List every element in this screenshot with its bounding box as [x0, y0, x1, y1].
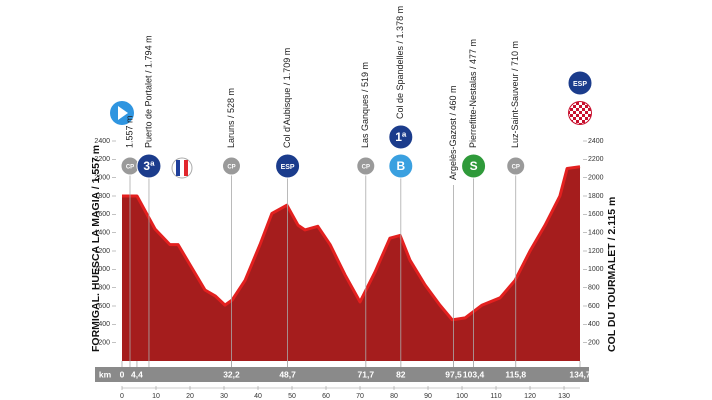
y-tick-label: 1000 [588, 266, 604, 273]
badge [136, 153, 162, 179]
badge-text: ESP [573, 81, 587, 88]
y-tick-label: 1600 [94, 211, 110, 218]
y-tick-label: 1800 [588, 193, 604, 200]
badge [275, 153, 301, 179]
x-tick-label: 50 [288, 393, 296, 400]
x-tick-label: 30 [220, 393, 228, 400]
km-mark-label: 115,8 [505, 369, 526, 379]
km-strip [95, 367, 589, 382]
y-tick-label: 1400 [588, 230, 604, 237]
base-layer: 200 200 400 400 600 600 800 800 1000 1000 1200 1200… [94, 138, 604, 390]
start-label: FORMIGAL. HUESCA LA MAGIA / 1.557 m [90, 145, 102, 352]
badge [506, 156, 526, 176]
x-tick-label: 80 [390, 393, 398, 400]
km-mark-label: 4,4 [131, 369, 143, 379]
x-tick-label: 110 [490, 393, 501, 400]
x-tick-label: 120 [524, 393, 536, 400]
y-tick-label: 2400 [94, 138, 110, 145]
badge [567, 70, 593, 96]
y-tick-label: 2000 [94, 175, 110, 182]
y-tick-label: 2400 [588, 138, 604, 145]
km-mark-label: 0 [120, 369, 125, 379]
km-mark-label: 103,4 [463, 369, 485, 379]
y-tick-label: 800 [588, 285, 600, 292]
km-mark-label: 48,7 [279, 369, 296, 379]
y-tick-label: 400 [588, 321, 600, 328]
y-tick-label: 200 [588, 340, 600, 347]
y-tick-label: 400 [98, 321, 110, 328]
y-tick-label: 800 [98, 285, 110, 292]
x-tick-label: 0 [120, 393, 124, 400]
finish-label: COL DU TOURMALET / 2.115 m [606, 197, 618, 352]
km-mark-label: 32,2 [223, 369, 240, 379]
badge-text: 3ª [143, 159, 155, 173]
y-tick-label: 2200 [94, 156, 110, 163]
poi-label: Luz-Saint-Sauveur / 710 m [510, 41, 520, 148]
x-tick-label: 20 [186, 393, 194, 400]
y-tick-label: 600 [588, 303, 600, 310]
poi-label: Col de Spandelles / 1.378 m [395, 6, 405, 119]
x-tick-label: 10 [152, 393, 160, 400]
badge-text: ESP [281, 164, 295, 171]
poi-label: Col d'Aubisque / 1.709 m [282, 48, 292, 148]
finish-icon [568, 101, 592, 125]
x-tick-label: 60 [322, 393, 330, 400]
badge [221, 156, 241, 176]
badge [356, 156, 376, 176]
y-tick-label: 1200 [94, 248, 110, 255]
poi-label: Argelès-Gazost / 460 m [448, 85, 458, 180]
x-tick-label: 40 [254, 393, 262, 400]
badge-text: CP [227, 165, 235, 171]
badge [388, 153, 414, 179]
x-tick-label: 100 [456, 393, 468, 400]
y-tick-label: 2200 [588, 156, 604, 163]
km-mark-label: 97,5 [445, 369, 462, 379]
poi-label: Laruns / 528 m [226, 88, 236, 148]
km-mark-label: 82 [396, 369, 406, 379]
flag-icon [171, 157, 193, 179]
km-mark-label: 134,7 [569, 369, 591, 379]
badge-text: 1ª [395, 130, 407, 144]
x-tick-label: 130 [558, 393, 570, 400]
km-label: km [99, 369, 112, 379]
y-tick-label: 2000 [588, 175, 604, 182]
y-tick-label: 1200 [588, 248, 604, 255]
y-tick-label: 1400 [94, 230, 110, 237]
badge-text: CP [126, 165, 134, 171]
y-tick-label: 1000 [94, 266, 110, 273]
badge-text: B [396, 159, 405, 173]
x-tick-label: 90 [424, 393, 432, 400]
badge [388, 124, 414, 150]
profile-area [122, 166, 580, 361]
poi-label: 1.557 m [124, 115, 134, 148]
badge [461, 153, 487, 179]
poi-label: Pierrefitte-Nestalas / 477 m [468, 39, 478, 148]
badge-text: CP [362, 165, 370, 171]
y-tick-label: 600 [98, 303, 110, 310]
y-tick-label: 200 [98, 340, 110, 347]
km-mark-label: 71,7 [358, 369, 375, 379]
poi-label: Las Ganques / 519 m [360, 62, 370, 148]
start-icon [110, 101, 134, 125]
badge-text: S [470, 159, 478, 173]
poi-label: Puerto de Portalet / 1.794 m [143, 35, 153, 148]
y-tick-label: 1800 [94, 193, 110, 200]
x-tick-label: 70 [356, 393, 364, 400]
y-tick-label: 1600 [588, 211, 604, 218]
profile-edge [122, 165, 581, 322]
badge-text: CP [512, 165, 520, 171]
